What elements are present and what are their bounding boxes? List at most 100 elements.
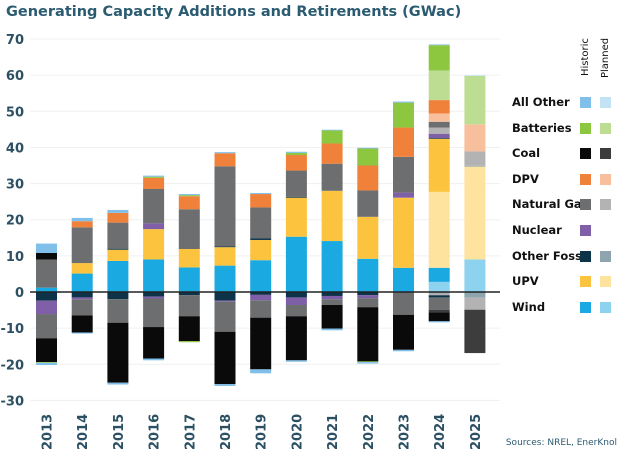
bar-segment-retirement-nuclear-historic-2018 — [214, 300, 236, 302]
bar-segment-retirement-other-fossil-historic-2019 — [250, 292, 272, 295]
legend-swatch-historic-dpv — [580, 173, 591, 185]
bar-segment-retirement-other-fossil-historic-2017 — [178, 292, 200, 296]
x-tick-label: 2013 — [41, 414, 56, 450]
bar-segment-addition-natural-gas-historic-2013 — [36, 259, 57, 288]
bar-segment-retirement-coal-historic-2020 — [285, 316, 307, 361]
bar-segment-addition-natural-gas-historic-2024 — [428, 121, 450, 128]
bar-segment-retirement-natural-gas-historic-2018 — [214, 301, 236, 332]
legend-swatch-planned-all-other — [600, 97, 611, 108]
legend-label-dpv: DPV — [512, 171, 539, 186]
bar-segment-retirement-nuclear-historic-2014 — [71, 297, 93, 300]
bar-segment-retirement-coal-historic-2021 — [321, 305, 343, 329]
bar-segment-retirement-other-fossil-historic-2020 — [285, 292, 307, 298]
bar-segment-retirement-natural-gas-historic-2024 — [428, 297, 450, 310]
legend-swatch-historic-nuclear — [580, 225, 591, 236]
legend-swatch-historic-all-other — [580, 97, 591, 108]
bar-segment-addition-upv-historic-2019 — [250, 239, 272, 261]
bar-segment-retirement-natural-gas-historic-2013 — [36, 314, 57, 339]
bar-segment-addition-all-other-historic-2018 — [214, 152, 236, 154]
legend-swatch-historic-natural-gas — [580, 199, 591, 211]
bar-segment-addition-batteries-planned-2024 — [428, 70, 450, 101]
bar-segment-retirement-natural-gas-historic-2021 — [321, 299, 343, 306]
y-tick-label: 0 — [15, 286, 24, 301]
bar-segment-retirement-coal-historic-2017 — [178, 316, 200, 342]
legend-swatch-historic-coal — [580, 148, 591, 160]
bar-segment-retirement-all-other-historic-2016 — [143, 358, 165, 361]
legend-swatch-planned-other-fossil — [600, 250, 611, 262]
source-note: Sources: NREL, EnerKnol — [505, 438, 617, 448]
bar-segment-addition-all-other-planned-2025 — [464, 75, 486, 76]
x-tick-label: 2019 — [255, 414, 270, 450]
x-tick-label: 2020 — [290, 414, 305, 450]
bar-segment-retirement-other-fossil-historic-2024 — [428, 295, 450, 298]
x-tick-label: 2024 — [433, 414, 448, 450]
y-tick-label: -30 — [1, 394, 25, 409]
legend-swatch-historic-batteries — [580, 122, 591, 134]
x-tick-label: 2021 — [326, 414, 341, 450]
y-tick-label: -10 — [1, 322, 25, 337]
bar-segment-addition-upv-historic-2022 — [357, 216, 379, 259]
bar-segment-addition-natural-gas-historic-2019 — [250, 207, 272, 239]
bar-segment-addition-all-other-historic-2021 — [321, 129, 343, 131]
bar-segment-addition-dpv-historic-2021 — [321, 143, 343, 164]
bar-segment-addition-dpv-historic-2018 — [214, 153, 236, 167]
bar-segment-addition-all-other-historic-2014 — [71, 217, 93, 222]
bar-segment-retirement-natural-gas-historic-2020 — [285, 305, 307, 317]
bar-segment-retirement-all-other-historic-2024 — [428, 321, 450, 323]
legend-swatch-historic-wind — [580, 301, 591, 313]
bar-segment-addition-upv-historic-2014 — [71, 263, 93, 274]
bar-segment-addition-all-other-historic-2024 — [428, 44, 450, 46]
bar-segment-retirement-natural-gas-historic-2022 — [357, 298, 379, 308]
y-tick-label: 70 — [6, 33, 24, 48]
bar-segment-addition-batteries-historic-2021 — [321, 130, 343, 144]
bar-segment-retirement-other-fossil-historic-2022 — [357, 292, 379, 296]
bar-segment-addition-other-fossil-historic-2024 — [428, 138, 450, 139]
bar-segment-retirement-coal-historic-2024 — [428, 312, 450, 322]
bar-segment-retirement-coal-historic-2023 — [393, 314, 414, 350]
bar-segment-retirement-nuclear-historic-2013 — [36, 300, 57, 315]
bar-segment-addition-wind-historic-2013 — [36, 287, 57, 292]
bar-segment-addition-upv-historic-2015 — [107, 249, 129, 261]
bar-segment-retirement-nuclear-historic-2016 — [143, 296, 165, 299]
bar-segment-addition-upv-planned-2024 — [428, 191, 450, 268]
x-tick-label: 2016 — [148, 414, 163, 450]
bar-segment-retirement-coal-historic-2014 — [71, 315, 93, 333]
bar-segment-retirement-other-fossil-historic-2013 — [36, 292, 57, 301]
bar-segment-addition-all-other-historic-2023 — [393, 101, 414, 103]
bar-segment-addition-other-fossil-historic-2015 — [107, 248, 129, 250]
legend-swatch-historic-other-fossil — [580, 250, 591, 262]
bar-segment-retirement-all-other-historic-2021 — [321, 328, 343, 331]
bar-segment-retirement-all-other-historic-2019 — [250, 369, 272, 374]
bar-segment-retirement-all-other-historic-2023 — [393, 349, 414, 352]
bar-segment-addition-upv-historic-2020 — [285, 197, 307, 237]
bar-segment-addition-wind-historic-2014 — [71, 273, 93, 292]
bar-segment-addition-dpv-historic-2020 — [285, 155, 307, 171]
bar-segment-addition-upv-historic-2018 — [214, 247, 236, 266]
legend-label-other-fossil: Other Fossil — [512, 248, 590, 263]
bar-segment-retirement-nuclear-historic-2021 — [321, 295, 343, 300]
bar-segment-addition-dpv-historic-2017 — [178, 196, 200, 210]
x-tick-label: 2017 — [183, 414, 198, 450]
bar-segment-retirement-coal-historic-2015 — [107, 322, 129, 383]
bar-segment-addition-other-fossil-planned-2025 — [464, 165, 486, 167]
bar-segment-retirement-other-fossil-historic-2016 — [143, 292, 165, 297]
legend-label-wind: Wind — [512, 299, 546, 314]
bar-segment-addition-dpv-historic-2019 — [250, 194, 272, 208]
legend-label-nuclear: Nuclear — [512, 223, 562, 237]
bar-segment-addition-batteries-historic-2016 — [143, 176, 165, 178]
bar-segment-addition-all-other-historic-2016 — [143, 175, 165, 177]
bar-segment-addition-upv-historic-2024 — [428, 138, 450, 192]
bar-segment-retirement-other-fossil-historic-2021 — [321, 292, 343, 296]
bar-segment-addition-natural-gas-historic-2016 — [143, 189, 165, 224]
bar-segment-retirement-natural-gas-historic-2014 — [71, 299, 93, 316]
bar-segment-addition-wind-historic-2021 — [321, 241, 343, 292]
y-tick-label: -20 — [1, 358, 25, 373]
bar-segment-addition-dpv-planned-2025 — [464, 124, 486, 152]
bar-segment-addition-wind-historic-2017 — [178, 267, 200, 292]
bar-segment-addition-natural-gas-historic-2021 — [321, 163, 343, 191]
y-tick-label: 40 — [6, 141, 24, 156]
y-tick-label: 50 — [6, 105, 24, 120]
bar-segment-retirement-all-other-historic-2018 — [214, 384, 236, 386]
legend-swatch-planned-wind — [600, 301, 611, 313]
bar-segment-addition-dpv-historic-2014 — [71, 221, 93, 228]
